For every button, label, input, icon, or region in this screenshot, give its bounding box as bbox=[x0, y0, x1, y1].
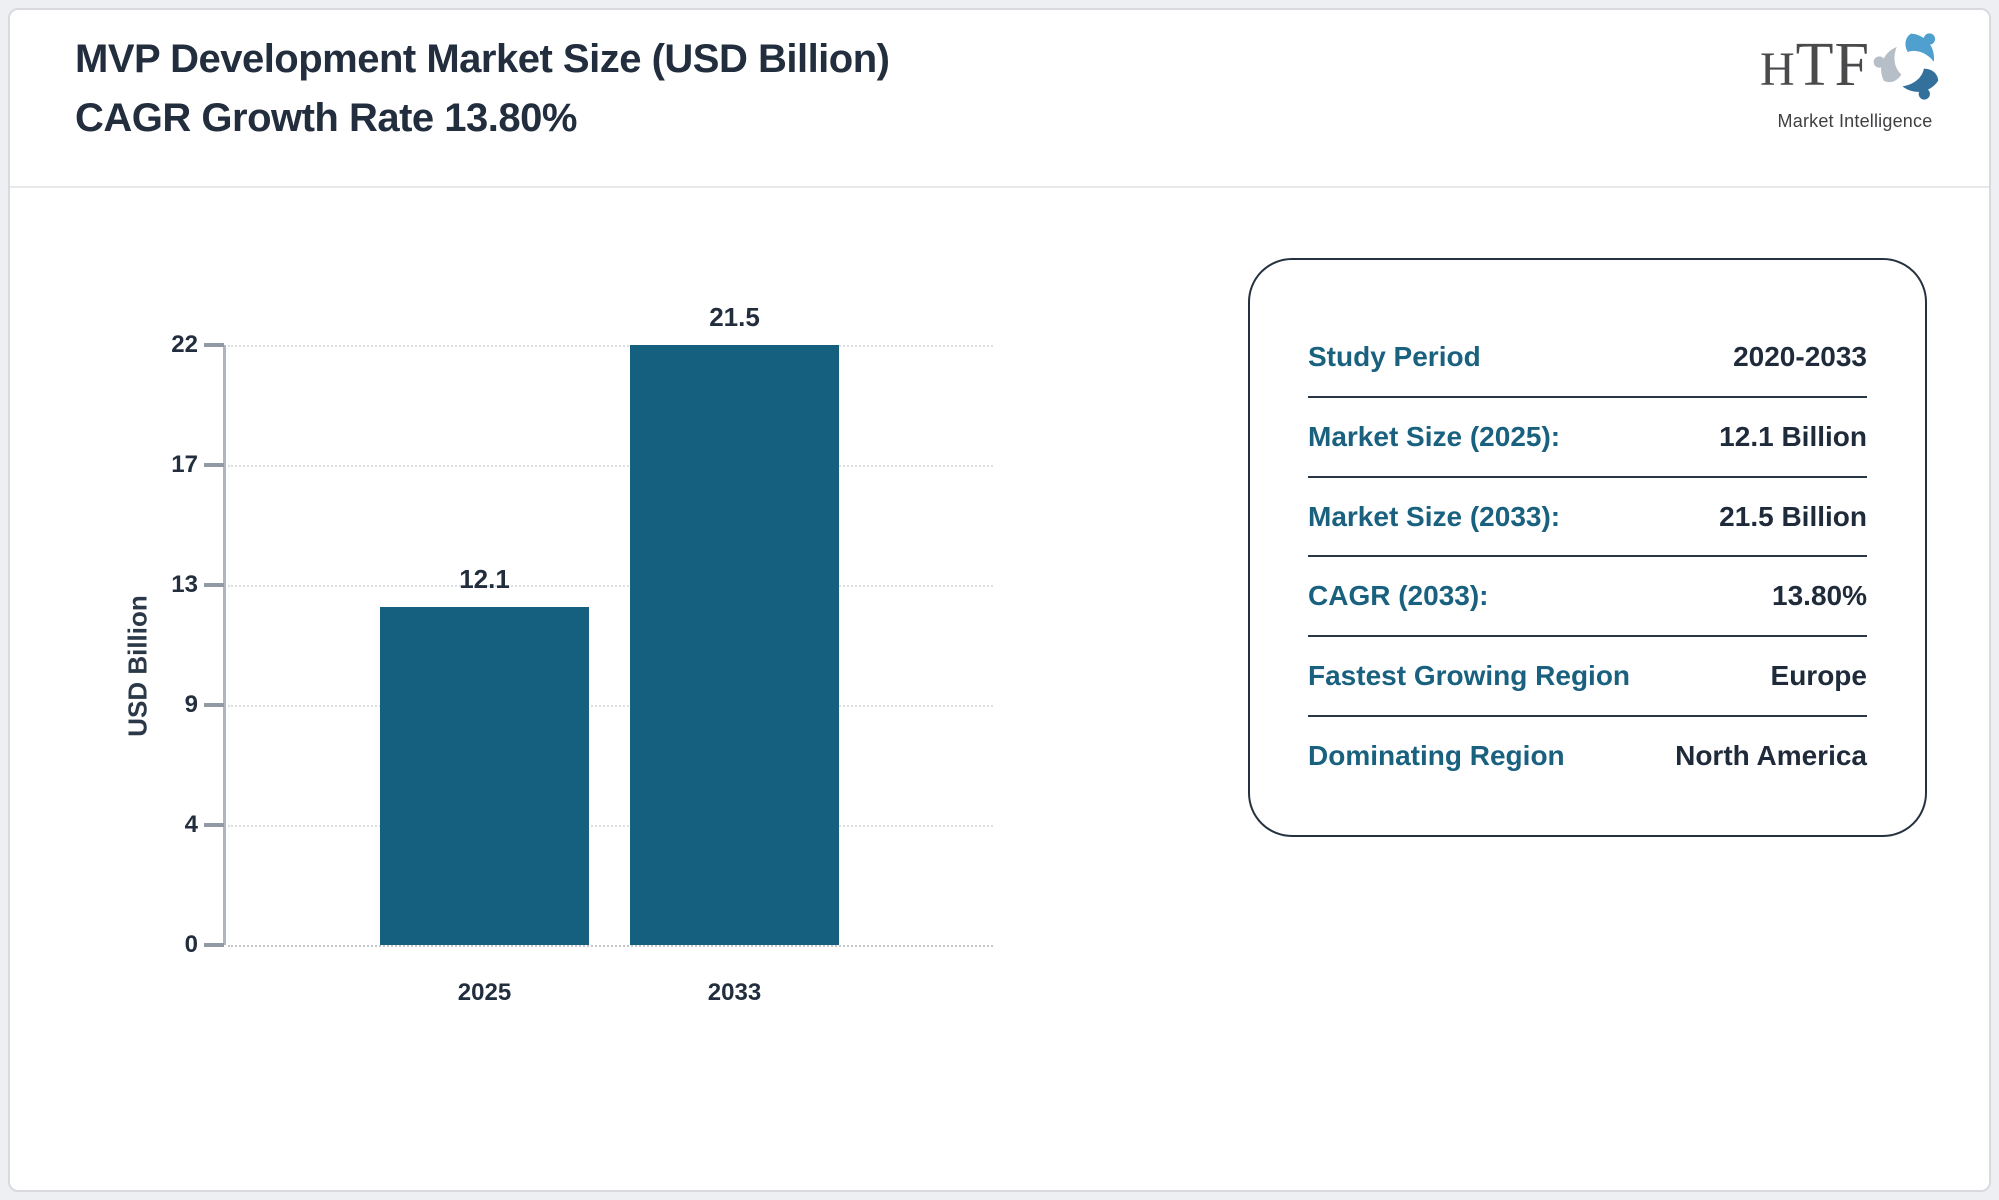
info-label: CAGR (2033): bbox=[1308, 580, 1489, 612]
gridline bbox=[228, 585, 993, 587]
info-value: North America bbox=[1675, 740, 1867, 772]
y-tick-label: 9 bbox=[184, 691, 198, 718]
logo-wordmark: HTF bbox=[1759, 31, 1871, 99]
bar-2025 bbox=[380, 607, 589, 945]
info-row: Market Size (2025): 12.1 Billion bbox=[1308, 398, 1867, 478]
y-tick-label: 13 bbox=[171, 571, 198, 598]
gridline bbox=[228, 945, 993, 947]
header-divider bbox=[10, 186, 1989, 188]
y-tick-mark bbox=[204, 943, 224, 947]
y-tick-mark bbox=[204, 583, 224, 587]
info-value: Europe bbox=[1770, 660, 1867, 692]
info-label: Dominating Region bbox=[1308, 740, 1565, 772]
info-row: Dominating Region North America bbox=[1308, 717, 1867, 795]
gridline bbox=[228, 825, 993, 827]
logo-subtext: Market Intelligence bbox=[1777, 111, 1933, 131]
y-tick-label: 22 bbox=[171, 331, 198, 358]
bar-value-label: 21.5 bbox=[709, 302, 760, 332]
y-tick-mark bbox=[204, 823, 224, 827]
gridline bbox=[228, 705, 993, 707]
info-row: Fastest Growing Region Europe bbox=[1308, 637, 1867, 718]
gridline bbox=[228, 345, 993, 347]
y-tick-label: 0 bbox=[184, 931, 198, 958]
gridline bbox=[228, 465, 993, 467]
bar-2033 bbox=[630, 345, 839, 945]
x-tick-label: 2033 bbox=[707, 979, 762, 1006]
logo-row: HTF bbox=[1759, 26, 1950, 109]
x-tick-label: 2025 bbox=[457, 979, 512, 1006]
info-row: Study Period 2020-2033 bbox=[1308, 318, 1867, 398]
y-tick-mark bbox=[204, 463, 224, 467]
info-label: Market Size (2033): bbox=[1308, 500, 1561, 532]
bar-value-label: 12.1 bbox=[459, 564, 510, 595]
info-value: 12.1 Billion bbox=[1719, 420, 1867, 452]
logo-swirl-icon bbox=[1872, 26, 1950, 109]
title-line-2: CAGR Growth Rate 13.80% bbox=[75, 96, 577, 140]
info-value: 21.5 Billion bbox=[1719, 500, 1867, 532]
info-value: 2020-2033 bbox=[1733, 340, 1867, 372]
info-label: Market Size (2025): bbox=[1308, 420, 1561, 452]
info-label: Study Period bbox=[1308, 340, 1481, 372]
plot-area: 0 4 9 13 17 22 12.1 2025 21.5 2033 bbox=[171, 302, 993, 1006]
y-tick-mark bbox=[204, 703, 224, 707]
info-row: Market Size (2033): 21.5 Billion bbox=[1308, 478, 1867, 558]
y-tick-label: 17 bbox=[171, 451, 198, 478]
htf-logo: HTF Market Inte bbox=[1759, 26, 1950, 132]
y-tick-mark bbox=[204, 343, 224, 347]
title-line-1: MVP Development Market Size (USD Billion… bbox=[75, 37, 890, 81]
info-row: CAGR (2033): 13.80% bbox=[1308, 557, 1867, 638]
page-title: MVP Development Market Size (USD Billion… bbox=[75, 30, 890, 148]
info-label: Fastest Growing Region bbox=[1308, 660, 1631, 692]
info-card: Study Period 2020-2033 Market Size (2025):… bbox=[1248, 258, 1927, 837]
y-tick-label: 4 bbox=[184, 811, 198, 838]
info-value: 13.80% bbox=[1772, 580, 1867, 612]
